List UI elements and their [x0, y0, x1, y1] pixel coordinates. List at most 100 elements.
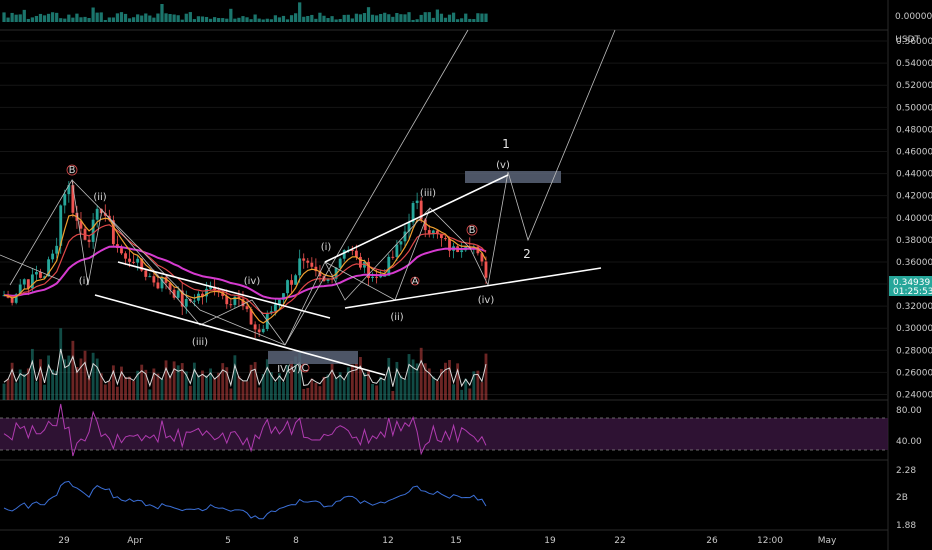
- volume-bar: [152, 368, 156, 400]
- volume-bar: [2, 383, 6, 400]
- volume-bar: [330, 363, 334, 400]
- price-tick-label: 0.50000: [896, 103, 932, 113]
- price-axis[interactable]: USDT 0.56000 0.54000 0.52000 0.50000 0.48000…: [895, 35, 932, 400]
- volume-bar: [172, 361, 176, 400]
- volume-bar: [225, 367, 229, 400]
- candle-body: [144, 270, 148, 277]
- oscillator-bar: [314, 18, 318, 22]
- volume-bar: [229, 388, 233, 400]
- volume-bar: [79, 358, 83, 400]
- oscillator-bar: [419, 14, 423, 22]
- oscillator-bar: [253, 14, 257, 22]
- candle-body: [120, 248, 123, 254]
- volume-bar: [375, 385, 379, 400]
- candle-body: [35, 272, 38, 275]
- volume-bar: [22, 373, 26, 400]
- oscillator-bar: [476, 13, 480, 22]
- volume-bar: [55, 370, 59, 400]
- price-tick-label: 0.32000: [896, 302, 932, 312]
- volume-bar: [180, 363, 184, 400]
- candle-body: [87, 239, 91, 242]
- volume-bar: [431, 376, 435, 400]
- oscillator-bar: [310, 14, 314, 22]
- oscillator-bar: [75, 13, 79, 22]
- volume-bar: [460, 389, 464, 400]
- oscillator-bar: [350, 18, 354, 22]
- volume-bar: [47, 355, 50, 400]
- oscillator-bar: [221, 18, 225, 22]
- oscillator-bar: [285, 19, 290, 22]
- oscillator-bar: [273, 15, 277, 22]
- price-tick-label: 0.28000: [896, 346, 932, 356]
- top-oscillator-pane: [2, 2, 488, 22]
- oscillator-bar: [127, 18, 132, 22]
- wave-2-label: 2: [523, 247, 531, 261]
- wave-iv-mid: (iv): [244, 276, 261, 287]
- candle-body: [205, 288, 208, 297]
- oscillator-bar: [294, 13, 298, 22]
- time-axis[interactable]: 29 Apr 5 8 12 15 19 22 26 12:00 May: [58, 536, 837, 546]
- volume-bar: [168, 376, 172, 400]
- volume-bar: [148, 389, 152, 400]
- candle-body: [379, 275, 383, 278]
- oscillator-bar: [403, 14, 407, 22]
- wave-v-top: (v): [496, 160, 510, 171]
- lower-tick-2: 2B: [896, 493, 908, 503]
- volume-bar: [318, 386, 322, 400]
- rsi-tick-80: 80.00: [896, 406, 922, 416]
- volume-bar: [91, 352, 95, 400]
- oscillator-bar: [237, 17, 241, 22]
- volume-bar: [160, 378, 164, 400]
- volume-bar: [111, 365, 115, 400]
- candle-body: [399, 241, 403, 245]
- volume-bar: [63, 359, 67, 400]
- volume-bar: [415, 363, 419, 400]
- candle-body: [431, 230, 435, 235]
- volume-bar: [484, 353, 488, 400]
- upper-target-zone[interactable]: [465, 171, 561, 183]
- time-tick-label: 15: [450, 536, 461, 546]
- oscillator-bar: [55, 12, 59, 22]
- price-tick-label: 0.52000: [896, 81, 932, 91]
- candle-body: [310, 262, 314, 267]
- candle-body: [237, 296, 241, 299]
- ema-mid-line: [3, 224, 487, 315]
- oscillator-bar: [144, 13, 148, 22]
- oscillator-bar: [67, 14, 71, 22]
- price-tick-label: 0.46000: [896, 147, 932, 157]
- pane-separators: [0, 0, 889, 550]
- candle-body: [132, 261, 136, 263]
- volume-bar: [43, 384, 46, 400]
- wave-ii-right: (ii): [390, 312, 403, 323]
- candle-body: [176, 290, 180, 298]
- wave-ii-top: (ii): [93, 192, 106, 203]
- volume-bar: [464, 378, 468, 400]
- oscillator-bar: [257, 18, 261, 22]
- oscillator-bar: [111, 17, 115, 22]
- oscillator-bar: [346, 14, 350, 22]
- candle-body: [99, 208, 103, 214]
- candle-body: [103, 213, 107, 216]
- volume-bar: [395, 361, 399, 400]
- time-tick-label: 5: [225, 536, 231, 546]
- lower-support-zone[interactable]: [268, 351, 358, 364]
- volume-bar: [95, 358, 99, 400]
- volume-bar: [269, 372, 273, 400]
- oscillator-bar: [277, 17, 282, 22]
- candle-body: [257, 329, 261, 333]
- price-tick-label: 0.54000: [896, 59, 932, 69]
- volume-bar: [176, 365, 180, 400]
- countdown-timer: 01:25:53: [893, 287, 932, 297]
- volume-bar: [440, 369, 443, 400]
- volume-bar: [10, 362, 14, 400]
- oscillator-bar: [196, 16, 201, 22]
- candle-body: [391, 256, 395, 258]
- oscillator-bar: [51, 12, 55, 22]
- candle-body: [43, 276, 46, 278]
- oscillator-bar: [59, 18, 63, 22]
- volume-bar: [217, 372, 221, 400]
- volume-bar: [342, 379, 346, 400]
- volume-bar: [6, 378, 10, 400]
- volume-bar: [120, 366, 123, 400]
